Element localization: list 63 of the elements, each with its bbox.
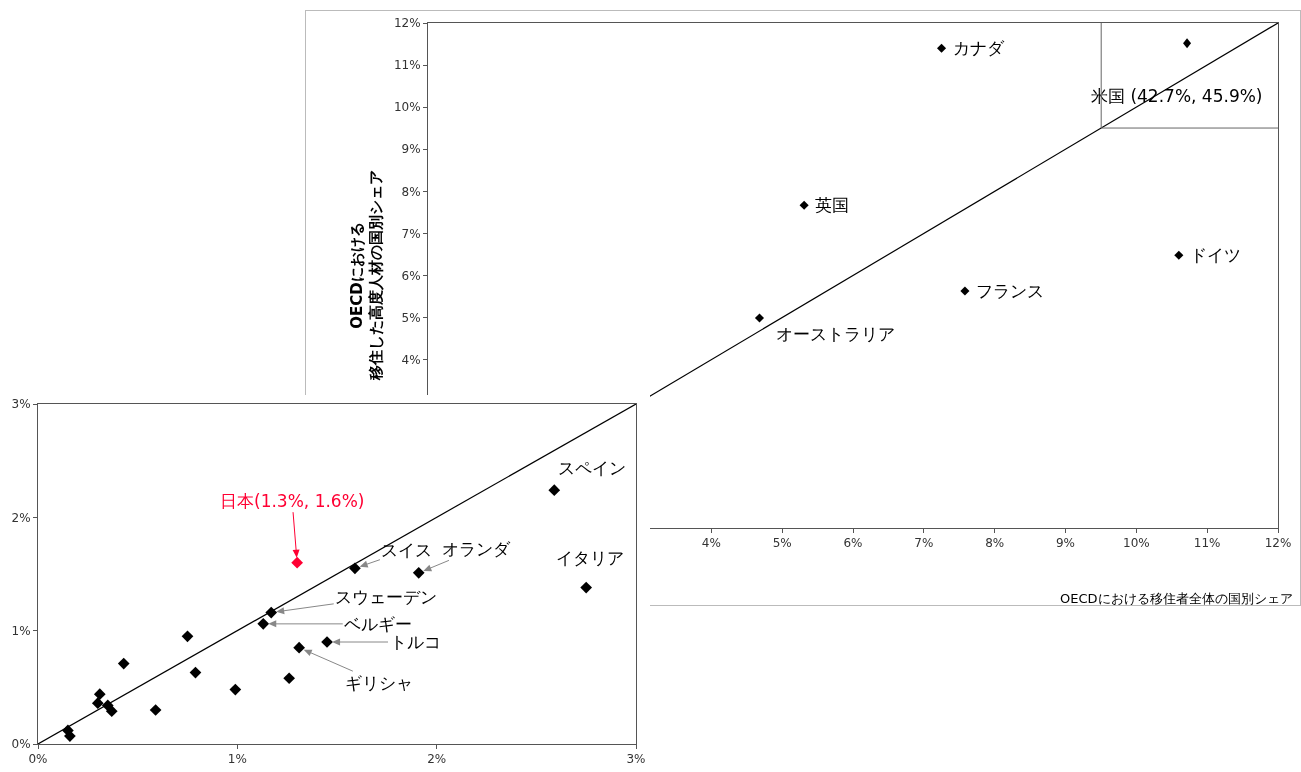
x-tick-label: 8% [985,536,1005,551]
y-tick-label: 7% [401,226,421,241]
point [91,697,104,710]
point [149,704,162,716]
annotation: イタリア [556,548,624,568]
y-tick-label: 2% [11,510,31,525]
point [412,567,425,579]
y-tick-label: 12% [393,16,421,31]
x-tick-label: 9% [1055,536,1076,551]
point [229,683,242,696]
x-tick-label: 7% [914,536,934,551]
annotation: ギリシャ [345,673,413,693]
annotation: スイス [381,540,432,560]
x-tick-label: 5% [772,536,792,551]
x-tick-label: 1% [227,752,247,767]
x-tick-label: 4% [701,536,721,551]
x-tick-label: 0% [28,752,48,767]
x-tick-label: 6% [843,536,863,551]
y-tick-label: 3% [11,397,31,412]
annotation: ドイツ [1190,245,1241,265]
annotation: ベルギー [344,614,412,634]
point [93,688,106,700]
annotation: スウェーデン [335,587,437,607]
y-tick-label: 11% [393,58,421,73]
point [349,562,361,575]
point [580,581,593,594]
point [1174,250,1184,260]
y-tick-label: 1% [11,623,31,638]
annotation: オランダ [442,539,511,559]
x-tick-label: 10% [1122,536,1150,551]
y-tick-label: 5% [401,310,421,325]
y-tick-label: 9% [401,142,421,157]
point [283,672,296,685]
annotation: 英国 [815,195,849,215]
annotation: スペイン [558,458,626,478]
x-tick-label: 12% [1264,536,1292,551]
point [548,484,561,496]
x-tick-label: 3% [626,752,646,767]
y-tick-label: 8% [401,184,421,199]
point [293,641,305,654]
annotation: カナダ [953,38,1005,58]
y-tick-label: 4% [401,352,421,367]
annotation: フランス [976,281,1044,301]
point [960,286,970,296]
y-tick-label: 6% [401,268,421,283]
x-axis-title: OECDにおける移住者全体の国別シェア [1060,591,1293,606]
point [754,313,765,323]
annotation: トルコ [390,632,441,652]
annotation: オーストラリア [776,324,895,344]
x-tick-label: 2% [427,752,447,767]
point [936,43,947,53]
x-tick-label: 11% [1193,536,1221,551]
annotation: 日本(1.3%, 1.6%) [220,491,365,511]
point [291,556,303,569]
y-tick-label: 10% [393,100,421,115]
y-axis-title: OECDにおける移住した高度人材の国別シェア [347,170,386,382]
y-tick-label: 0% [11,737,31,752]
point [189,666,202,679]
point [799,200,809,210]
point [105,705,118,717]
point [257,618,270,630]
point [117,657,130,670]
point [181,630,194,643]
